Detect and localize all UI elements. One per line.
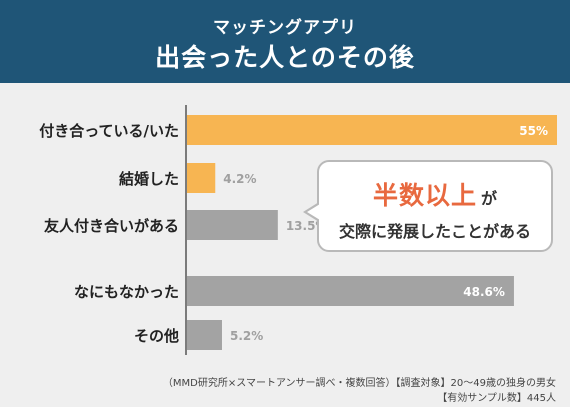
bar (187, 163, 216, 193)
bar (187, 320, 222, 350)
sample-size-note: 【有効サンプル数】445人 (437, 393, 556, 404)
chart-title: 出会った人とのその後 (155, 43, 415, 72)
chart-subtitle: マッチングアプリ (213, 18, 357, 38)
source-note: （MMD研究所×スマートアンサー調べ・複数回答）【調査対象】20〜49歳の独身の… (162, 378, 556, 389)
category-label: なにもなかった (74, 283, 179, 301)
value-label: 55% (519, 124, 548, 138)
callout-highlight: 半数以上 (372, 181, 477, 210)
category-label: その他 (134, 327, 179, 345)
category-label: 友人付き合いがある (44, 217, 179, 235)
callout-suffix: が (481, 189, 498, 208)
bar (187, 115, 557, 145)
category-label: 結婚した (119, 170, 179, 188)
value-label: 4.2% (223, 172, 256, 186)
header-banner: マッチングアプリ 出会った人とのその後 (0, 0, 570, 83)
bar (187, 276, 514, 306)
bar (187, 210, 278, 240)
category-label: 付き合っている/いた (39, 122, 179, 140)
callout-text: 交際に発展したことがある (338, 222, 531, 241)
value-label: 5.2% (230, 329, 263, 343)
bar-chart: 付き合っている/いた 55%結婚した 4.2%友人付き合いがある 13.5%なにもなか… (39, 105, 557, 355)
callout-bubble: 半数以上が 交際に発展したことがある (303, 160, 553, 252)
value-label: 48.6% (463, 285, 505, 299)
